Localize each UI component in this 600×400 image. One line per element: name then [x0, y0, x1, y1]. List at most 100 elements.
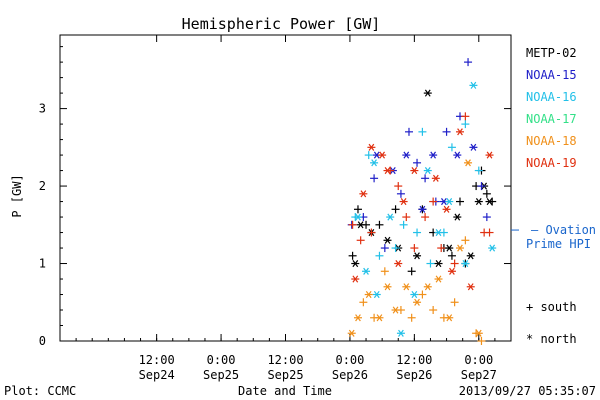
south-point: [356, 236, 365, 245]
y-tick-label: 3: [39, 102, 46, 116]
legend-entry: NOAA-16: [526, 90, 577, 104]
south-point: [367, 228, 376, 237]
x-tick-label-time: 12:00: [139, 353, 175, 367]
x-tick-label-date: Sep26: [396, 368, 432, 382]
north-point: [353, 213, 362, 221]
south-point: [407, 267, 416, 276]
north-point: [391, 306, 400, 314]
south-point: [375, 251, 384, 260]
north-point: [423, 167, 432, 175]
chart-title: Hemispheric Power [GW]: [182, 15, 381, 33]
south-point: [429, 197, 438, 206]
north-point: [410, 167, 419, 175]
reference-label-line1: — Ovation: [531, 223, 596, 237]
south-point: [442, 127, 451, 136]
plot-credit: Plot: CCMC: [4, 384, 76, 398]
south-point: [394, 182, 403, 191]
north-point: [413, 298, 422, 306]
south-point: [391, 205, 400, 214]
south-point: [407, 313, 416, 322]
series-noaa-15: [347, 58, 491, 253]
north-point: [386, 213, 395, 221]
legend-north-marker: * north: [526, 332, 577, 346]
north-point: [394, 259, 403, 268]
south-point: [447, 143, 456, 152]
north-point: [434, 228, 443, 237]
plot-timestamp: 2013/09/27 05:35:07: [459, 384, 596, 398]
north-point: [485, 197, 494, 206]
north-point: [351, 259, 360, 268]
north-point: [429, 151, 438, 159]
north-point: [356, 221, 365, 229]
north-point: [488, 244, 497, 252]
north-point: [445, 244, 454, 252]
south-point: [364, 151, 373, 160]
north-point: [362, 267, 371, 275]
north-point: [367, 143, 376, 151]
north-point: [447, 267, 456, 275]
x-tick-label-date: Sep26: [332, 368, 368, 382]
north-point: [423, 89, 432, 97]
series-metp-02: [348, 89, 497, 276]
legend-entry: NOAA-17: [526, 112, 577, 126]
legend: METP-02 NOAA-15 NOAA-16 NOAA-17 NOAA-18 NOAA-…: [526, 46, 577, 170]
north-point: [455, 244, 464, 252]
south-point: [426, 259, 435, 268]
legend-entry: NOAA-18: [526, 134, 577, 148]
y-tick-label: 2: [39, 179, 46, 193]
south-point: [380, 267, 389, 276]
south-point: [429, 306, 438, 315]
south-point: [477, 337, 486, 345]
south-point: [461, 112, 470, 121]
south-point: [410, 244, 419, 253]
south-point: [413, 228, 422, 237]
north-point: [347, 329, 356, 337]
south-point: [482, 213, 491, 222]
x-tick-label-time: 12:00: [396, 353, 432, 367]
series-noaa-18: [347, 159, 486, 345]
plot-frame: [59, 34, 512, 342]
south-point: [455, 197, 464, 206]
south-point: [413, 158, 422, 167]
north-point: [442, 205, 451, 213]
y-axis-ticks: 0 1 2 3: [39, 46, 511, 348]
north-point: [466, 283, 475, 291]
south-point: [485, 228, 494, 237]
x-axis-ticks: 12:00Sep240:00Sep2512:00Sep250:00Sep2612…: [59, 35, 512, 382]
north-point: [434, 259, 443, 268]
north-point: [418, 205, 427, 213]
legend-entry: METP-02: [526, 46, 577, 60]
north-point: [445, 197, 454, 206]
north-point: [351, 275, 360, 283]
x-tick-label-date: Sep25: [267, 368, 303, 382]
south-point: [418, 127, 427, 136]
x-tick-label-time: 0:00: [335, 353, 364, 367]
south-point: [474, 166, 483, 175]
north-point: [359, 190, 368, 198]
y-tick-label: 0: [39, 334, 46, 348]
north-point: [353, 314, 362, 322]
north-point: [466, 252, 475, 260]
y-axis-label: P [GW]: [10, 174, 24, 217]
north-point: [469, 81, 478, 89]
north-point: [364, 290, 373, 299]
north-point: [453, 213, 462, 221]
north-point: [383, 236, 392, 244]
x-tick-label-date: Sep27: [461, 368, 497, 382]
legend-south-marker: + south: [526, 300, 577, 314]
south-point: [461, 236, 470, 245]
x-tick-label-time: 12:00: [267, 353, 303, 367]
north-point: [434, 275, 443, 283]
north-point: [485, 151, 494, 159]
south-point: [482, 189, 491, 198]
south-point: [348, 251, 357, 260]
x-tick-label-time: 0:00: [464, 353, 493, 367]
south-point: [421, 213, 430, 222]
south-point: [477, 182, 486, 191]
south-point: [450, 259, 459, 268]
x-tick-label-time: 0:00: [207, 353, 236, 367]
north-point: [461, 259, 470, 268]
south-point: [391, 244, 400, 253]
south-point: [370, 174, 379, 183]
